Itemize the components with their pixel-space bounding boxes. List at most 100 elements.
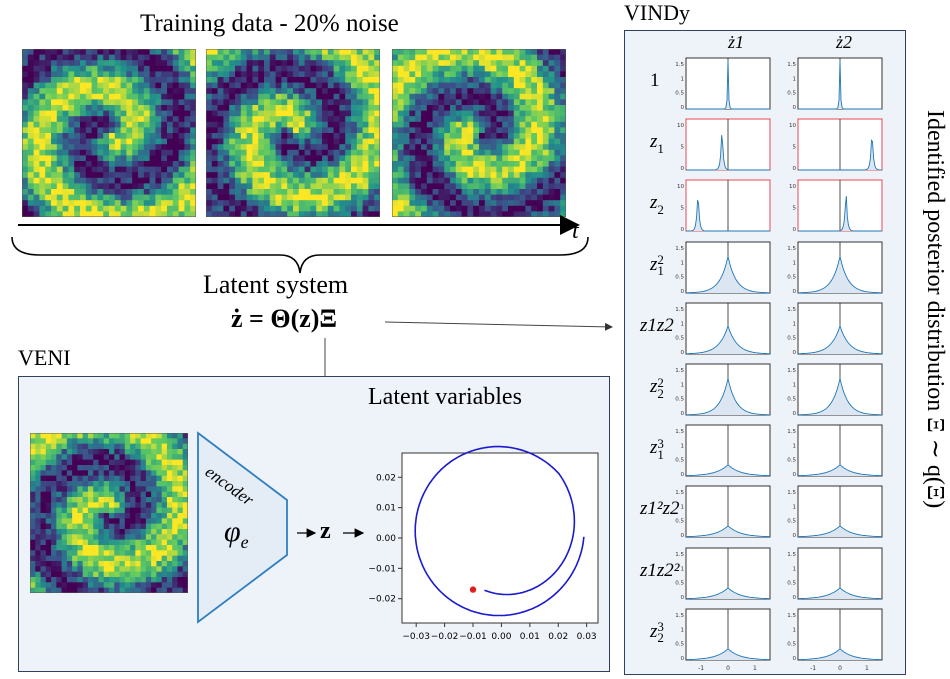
posterior-plot-r3-c2: 1.5 1 0.5 0 [787,241,883,295]
mini-y-tick: 0.5 [675,580,684,586]
mini-y-tick: 1.5 [787,613,796,619]
posterior-plot-r4-c2: 1.5 1 0.5 0 [787,302,883,356]
mini-y-tick: 0 [793,656,797,662]
encoder-symbol: φe [224,515,249,553]
mini-y-tick: 1.5 [675,552,684,558]
mini-y-tick: 1.5 [675,613,684,619]
term-sub: 1 [657,140,664,156]
mini-y-tick: 1.5 [787,368,796,374]
posterior-curve [686,324,770,354]
x-tick-label: 0.00 [491,632,511,642]
term-label-4: z1z2 [640,314,674,336]
mini-y-tick: 1 [681,382,685,388]
mini-y-tick: 0.5 [787,335,796,341]
posterior-curve [686,59,770,110]
mini-y-tick: 1.5 [787,246,796,252]
mini-y-tick: 0.5 [675,335,684,341]
posterior-curve [686,200,770,232]
mini-y-tick: 5 [793,206,797,212]
mini-y-tick: 1.5 [787,552,796,558]
posterior-side-label: Identified posterior distribution Ξ ∼ q(… [918,110,950,670]
mini-y-tick: 0 [793,533,797,539]
mini-y-tick: 0 [681,656,685,662]
posterior-curve [685,464,771,477]
posterior-curve [797,586,883,599]
mini-x-tick: 1 [753,665,757,672]
posterior-plot-r8-c2: 1.5 1 0.5 0 [787,547,883,601]
posterior-plot-r2-c1: 10 5 0 [677,179,771,233]
posterior-plot-r7-c2: 1.5 1 0.5 0 [787,485,883,539]
z-arrows [297,528,365,538]
mini-y-tick: 0.5 [787,397,796,403]
term-label-1: z 1 [650,131,664,156]
mini-y-tick: 0 [793,472,797,478]
mini-y-tick: 0.5 [787,641,796,647]
mini-y-tick: 0.5 [675,519,684,525]
term-sup: 3 [657,619,664,635]
mini-y-tick: 1 [793,382,797,388]
term-label-2: z 2 [650,192,664,218]
mini-y-tick: 0 [681,227,685,233]
mini-y-tick: 0 [793,411,797,417]
latent-system-title: Latent system [203,270,349,299]
mini-y-tick: 0 [793,227,797,233]
mini-y-tick: 1.5 [787,307,796,313]
term-sub: 2 [657,202,664,218]
veni-label: VENI [18,345,71,370]
mini-y-tick: 1.5 [675,490,684,496]
posterior-plot-r1-c2: 10 5 0 [789,118,883,172]
mini-x-tick: 0 [838,665,842,672]
mini-y-tick: 1 [793,505,797,511]
mini-y-tick: 0 [681,105,685,111]
mini-y-tick: 1 [793,76,797,82]
posterior-plot-r5-c2: 1.5 1 0.5 0 [787,363,883,417]
term-base: z [650,376,658,397]
posterior-curve [798,378,882,416]
latent-variables-plot: −0.03 −0.02 −0.01 0.00 0.01 0.02 0.030.020.010… [368,445,599,642]
vindy-label: VINDy [624,0,690,25]
mini-y-tick: 5 [681,145,685,151]
training-snapshot-3 [392,49,566,217]
mini-y-tick: 1.5 [787,490,796,496]
mini-y-tick: 0.5 [787,274,796,280]
posterior-curve [798,196,882,232]
column-header-z1dot: ż1 [728,32,745,52]
y-tick-label: 0.02 [376,473,396,483]
mini-y-tick: 10 [677,184,684,190]
mini-y-tick: 0 [681,533,685,539]
term-base: z [650,192,658,214]
posterior-plot-r6-c2: 1.5 1 0.5 0 [787,424,883,478]
mini-y-tick: 1 [681,76,685,82]
x-tick-label: 0.01 [520,632,540,642]
posterior-plot-r8-c1: 1.5 1 0.5 0 [675,547,771,601]
posterior-plot-r7-c1: 1.5 1 0.5 0 [675,485,771,539]
veni-input-snapshot [30,433,188,593]
term-sup: 2 [657,374,664,390]
mini-y-tick: 1 [793,566,797,572]
posterior-curve [797,647,883,660]
mini-y-tick: 0 [793,166,797,172]
mini-y-tick: 0 [681,411,685,417]
mini-y-tick: 0 [681,472,685,478]
y-tick-label: −0.01 [368,564,396,574]
x-tick-label: 0.03 [577,632,597,642]
posterior-plot-r1-c1: 10 5 0 [677,118,771,172]
mini-y-tick: 1 [681,566,685,572]
posterior-curve [798,59,882,110]
mini-y-tick: 0 [681,289,685,295]
mini-y-tick: 0.5 [675,274,684,280]
mini-y-tick: 1 [793,627,797,633]
mini-y-tick: 1 [793,260,797,266]
mini-y-tick: 10 [677,123,684,129]
mini-x-tick: 0 [726,665,730,672]
mini-y-tick: 10 [789,184,796,190]
y-tick-label: 0.00 [376,534,396,544]
mini-y-tick: 0 [681,350,685,356]
mini-y-tick: 1.5 [675,246,684,252]
posterior-plot-r2-c2: 10 5 0 [789,179,883,233]
mini-y-tick: 5 [681,206,685,212]
term-label-7: z1²z2 [640,498,680,520]
